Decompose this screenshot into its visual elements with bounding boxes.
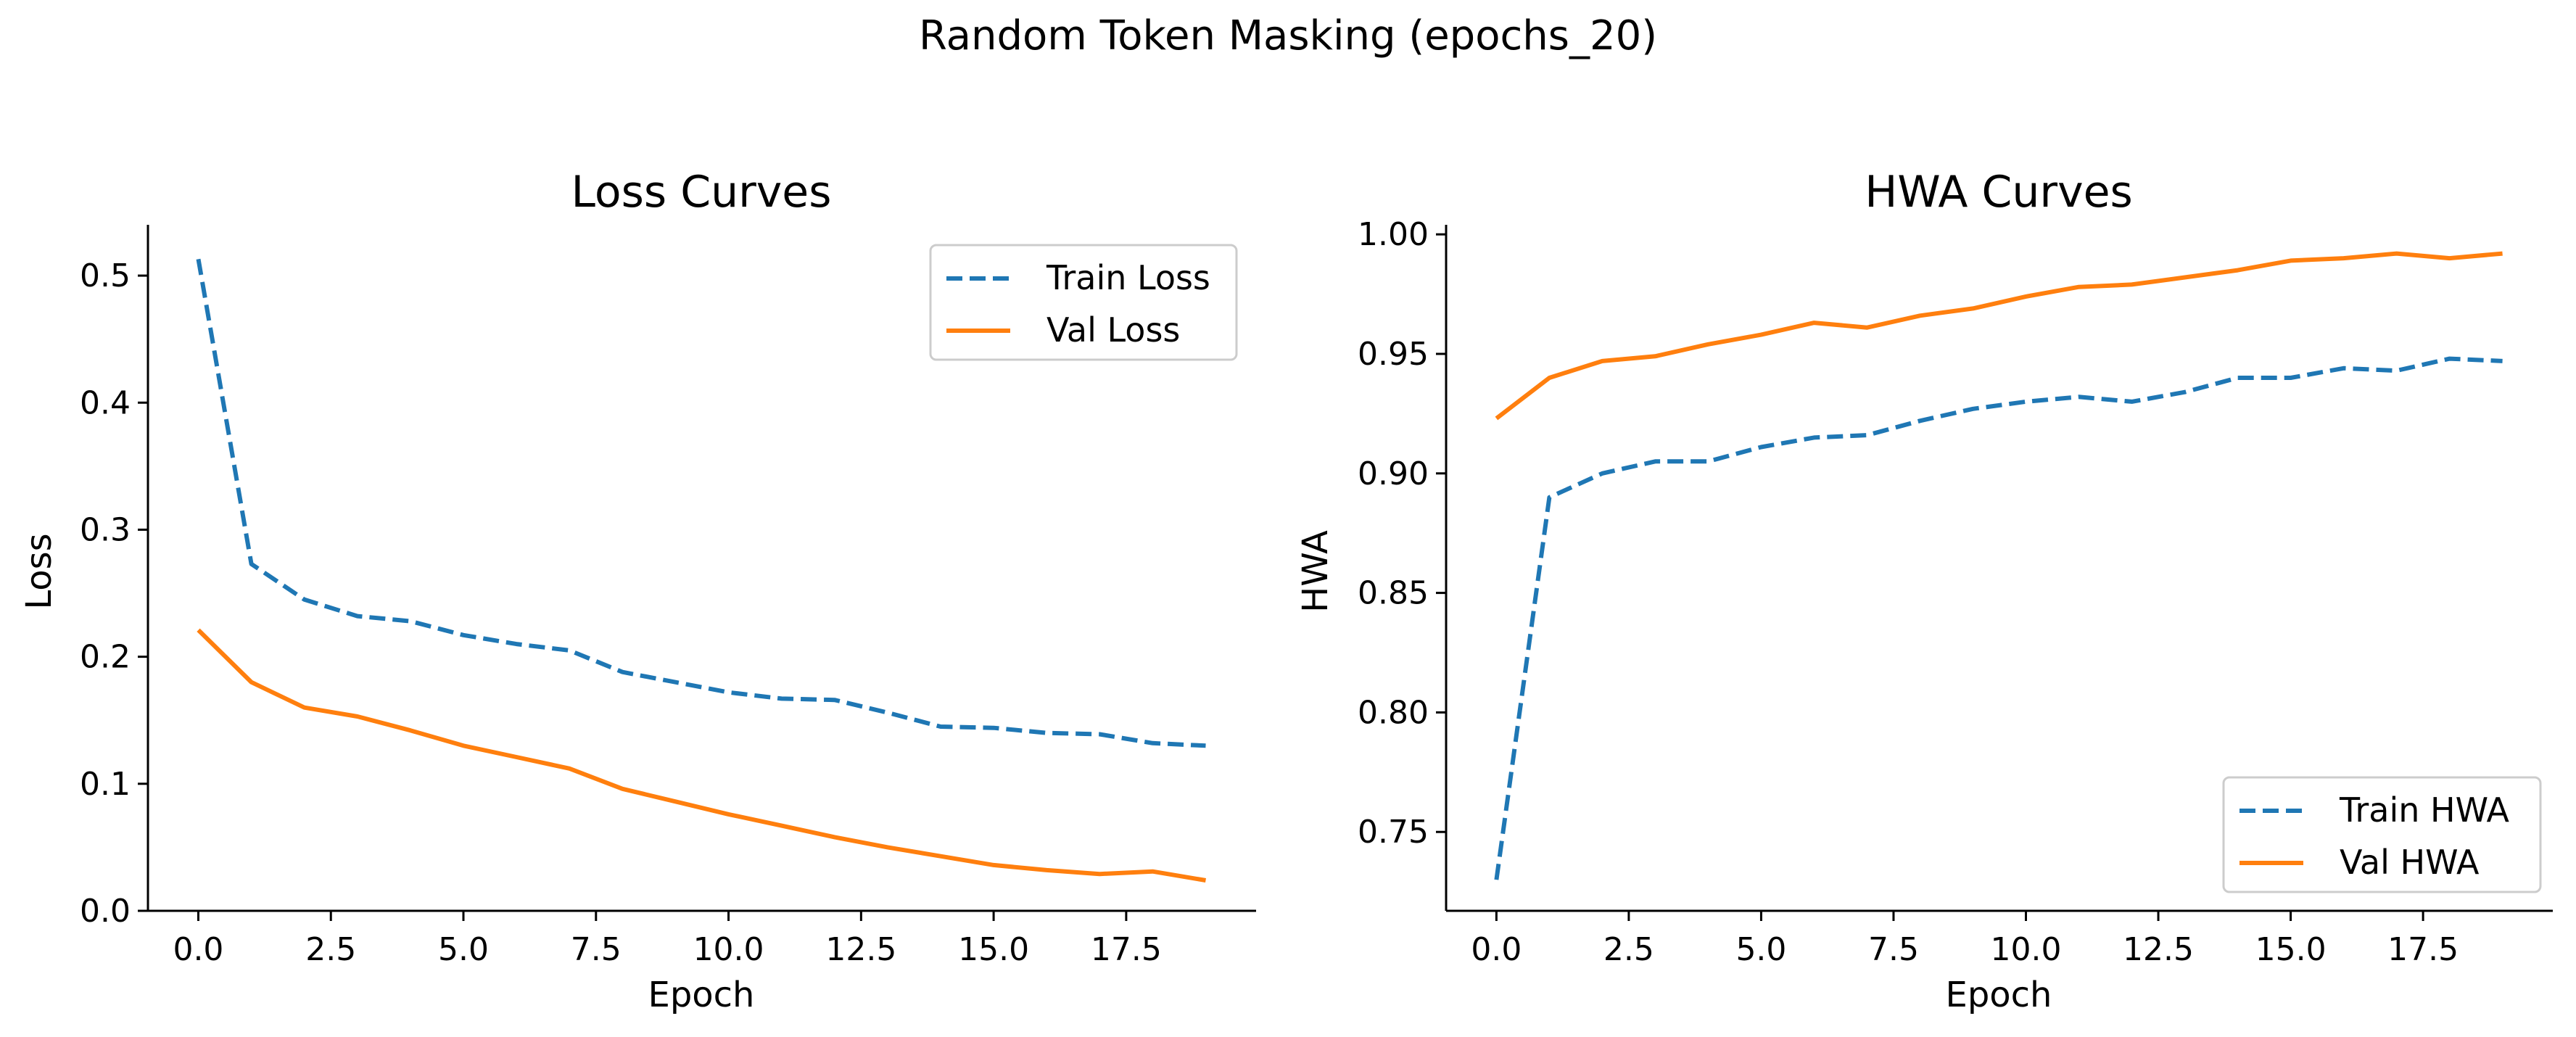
hwa-chart-legend: Train HWA Val HWA	[2222, 776, 2542, 893]
loss-legend-label: Train Loss	[1046, 258, 1210, 297]
loss-y-tick-label: 0.3	[80, 511, 131, 548]
loss-chart-title: Loss Curves	[571, 167, 832, 218]
hwa-x-tick-label: 15.0	[2255, 931, 2327, 968]
figure-suptitle: Random Token Masking (epochs_20)	[919, 12, 1657, 59]
hwa-y-tick-label: 1.00	[1358, 216, 1429, 253]
loss-x-tick-label: 17.5	[1091, 931, 1162, 968]
hwa-x-tick-label: 17.5	[2387, 931, 2459, 968]
loss-x-tick-label: 10.0	[693, 931, 764, 968]
loss-y-tick-label: 0.2	[80, 639, 131, 676]
loss-chart: Loss Curves Epoch Loss 0.0 2.5 5.0 7.5 10.0 1…	[19, 167, 1256, 1015]
hwa-legend-label: Train HWA	[2339, 790, 2510, 830]
hwa-chart-axes	[1445, 225, 2553, 912]
loss-x-tick-label: 7.5	[571, 931, 622, 968]
hwa-x-tick-label: 5.0	[1735, 931, 1786, 968]
hwa-chart-xlabel: Epoch	[1946, 975, 2052, 1015]
hwa-chart-ylabel: HWA	[1295, 530, 1336, 613]
loss-chart-axes	[146, 225, 1256, 912]
loss-chart-ylabel: Loss	[19, 533, 59, 609]
loss-x-tick-label: 2.5	[305, 931, 356, 968]
hwa-x-tick-label: 2.5	[1603, 931, 1654, 968]
loss-series-val-loss-line	[197, 628, 1206, 883]
hwa-y-tick-label: 0.80	[1358, 694, 1429, 731]
loss-chart-xlabel: Epoch	[648, 975, 755, 1015]
hwa-y-tick-label: 0.85	[1358, 575, 1429, 612]
loss-chart-ticks: 0.0 2.5 5.0 7.5 10.0 12.5 15.0 17.5 0.0 0.1 0.2 0.3…	[80, 257, 1162, 968]
loss-y-tick-label: 0.0	[80, 893, 131, 930]
hwa-series-train-hwa-line	[1494, 356, 2503, 880]
hwa-chart-ticks: 0.0 2.5 5.0 7.5 10.0 12.5 15.0 17.5 0.75 0.80 0.85…	[1358, 216, 2459, 968]
hwa-chart-title: HWA Curves	[1865, 167, 2133, 218]
hwa-y-tick-label: 0.75	[1358, 814, 1429, 851]
hwa-x-tick-label: 10.0	[1991, 931, 2062, 968]
loss-x-tick-label: 5.0	[438, 931, 489, 968]
hwa-series-val-hwa-line	[1495, 251, 2503, 421]
loss-chart-legend: Train Loss Val Loss	[929, 244, 1238, 361]
loss-x-tick-label: 15.0	[958, 931, 1029, 968]
loss-y-tick-label: 0.1	[80, 766, 131, 803]
loss-legend-label: Val Loss	[1046, 310, 1180, 350]
loss-series-train-loss-line	[196, 258, 1206, 748]
hwa-x-tick-label: 0.0	[1471, 931, 1522, 968]
hwa-x-tick-label: 7.5	[1868, 931, 1919, 968]
loss-chart-marks	[196, 258, 1206, 883]
loss-x-tick-label: 0.0	[173, 931, 223, 968]
hwa-chart-marks	[1494, 251, 2503, 880]
hwa-y-tick-label: 0.95	[1358, 336, 1429, 373]
loss-y-tick-label: 0.4	[80, 384, 131, 421]
hwa-chart: HWA Curves Epoch HWA 0.0 2.5 5.0 7.5 10.0 12.…	[1295, 167, 2553, 1015]
loss-x-tick-label: 12.5	[825, 931, 896, 968]
hwa-legend-label: Val HWA	[2340, 843, 2480, 882]
hwa-x-tick-label: 12.5	[2123, 931, 2194, 968]
hwa-y-tick-label: 0.90	[1358, 455, 1429, 492]
loss-y-tick-label: 0.5	[80, 257, 131, 294]
